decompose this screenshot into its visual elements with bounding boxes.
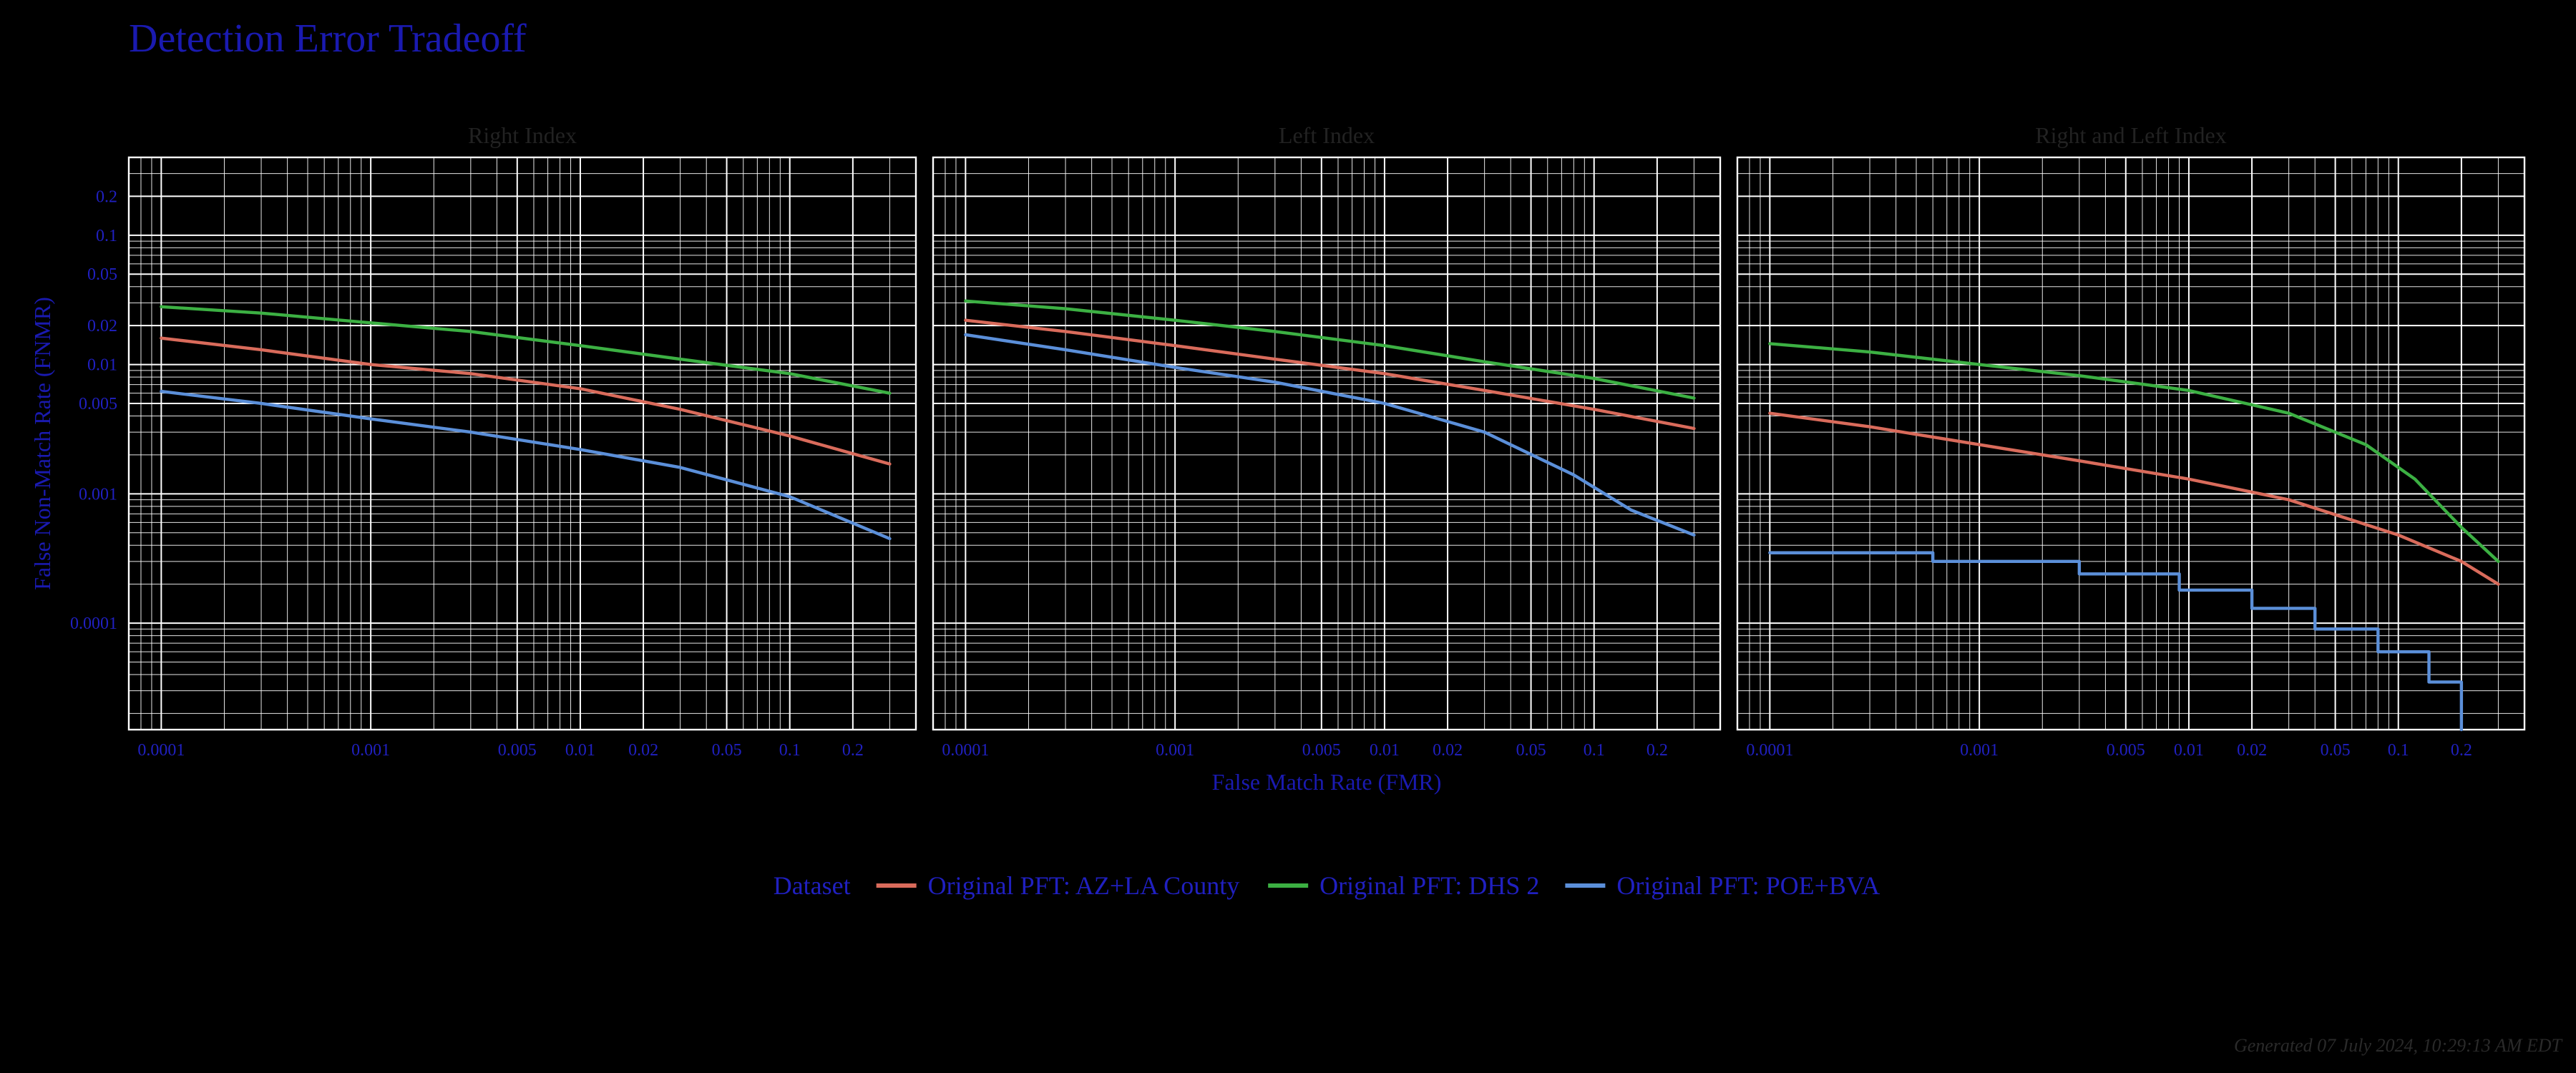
y-tick-label: 0.05	[87, 265, 117, 284]
panel-2: 0.0001 0.001 0.005 0.01 0.02 0.05 0.1 0.2 Right …	[1737, 122, 2524, 760]
x-tick-label: 0.05	[2321, 741, 2351, 760]
x-tick-label: 0.05	[712, 741, 742, 760]
legend-label: Original PFT: DHS 2	[1319, 871, 1539, 900]
x-tick-label: 0.02	[2237, 741, 2267, 760]
y-tick-label: 0.02	[87, 317, 117, 335]
y-tick-label: 0.2	[96, 187, 117, 206]
legend-title: Dataset	[774, 871, 851, 900]
panel-title: Right and Left Index	[2035, 122, 2226, 148]
x-tick-label: 0.02	[628, 741, 658, 760]
legend: Dataset Original PFT: AZ+LA County Origina…	[774, 871, 1880, 900]
legend-label: Original PFT: POE+BVA	[1616, 871, 1880, 900]
y-tick-label: 0.001	[79, 485, 117, 504]
x-tick-label: 0.001	[351, 741, 390, 760]
x-tick-label: 0.0001	[942, 741, 989, 760]
x-tick-label: 0.01	[2174, 741, 2204, 760]
x-tick-label: 0.01	[565, 741, 595, 760]
legend-label: Original PFT: AZ+LA County	[928, 871, 1240, 900]
panel-1: 0.0001 0.001 0.005 0.01 0.02 0.05 0.1 0.2 Left I…	[933, 122, 1720, 760]
panel-title: Right Index	[468, 122, 577, 148]
generated-timestamp: Generated 07 July 2024, 10:29:13 AM EDT	[2234, 1034, 2562, 1057]
y-axis-label: False Non-Match Rate (FNMR)	[29, 297, 55, 590]
x-tick-label: 0.005	[1302, 741, 1341, 760]
x-tick-label: 0.005	[498, 741, 537, 760]
x-tick-label: 0.02	[1433, 741, 1463, 760]
panel-title: Left Index	[1279, 122, 1375, 148]
y-tick-label: 0.01	[87, 356, 117, 375]
x-axis-label: False Match Rate (FMR)	[1212, 769, 1442, 795]
x-tick-label: 0.0001	[137, 741, 185, 760]
x-tick-label: 0.005	[2107, 741, 2145, 760]
y-tick-label: 0.005	[79, 395, 117, 413]
y-tick-label: 0.1	[96, 227, 117, 245]
x-tick-label: 0.0001	[1746, 741, 1793, 760]
x-tick-label: 0.001	[1960, 741, 1999, 760]
x-tick-label: 0.05	[1516, 741, 1546, 760]
x-tick-label: 0.01	[1370, 741, 1400, 760]
x-tick-label: 0.1	[1584, 741, 1605, 760]
x-tick-label: 0.001	[1156, 741, 1194, 760]
det-chart: 0.00010.0010.0050.010.020.050.10.20.0001…	[0, 0, 2576, 1073]
x-tick-label: 0.2	[842, 741, 864, 760]
x-tick-label: 0.1	[2388, 741, 2409, 760]
panel-0: 0.0001 0.001 0.005 0.01 0.02 0.05 0.1 0.2 0.0001…	[70, 122, 916, 760]
x-tick-label: 0.1	[779, 741, 801, 760]
y-tick-label: 0.0001	[70, 614, 117, 633]
x-tick-label: 0.2	[1646, 741, 1668, 760]
x-tick-label: 0.2	[2451, 741, 2472, 760]
